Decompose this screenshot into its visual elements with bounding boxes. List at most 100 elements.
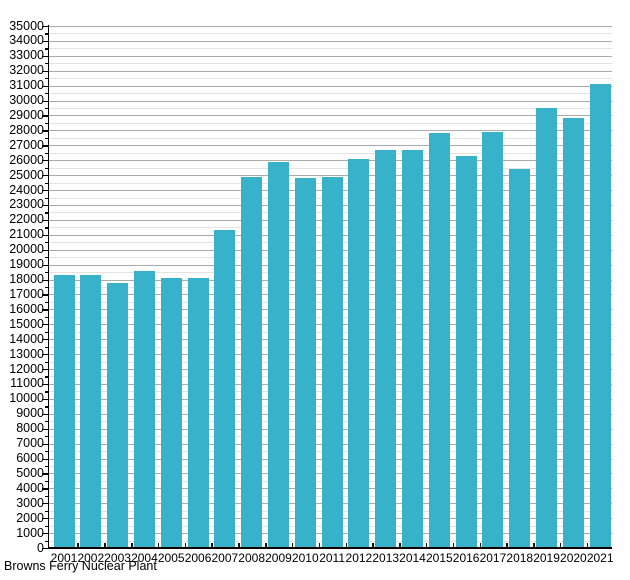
y-axis-major-tick bbox=[42, 443, 49, 445]
x-axis-tick bbox=[452, 543, 455, 548]
x-tick-label: 2008 bbox=[238, 551, 266, 565]
y-axis-major-tick bbox=[42, 339, 49, 341]
x-tick-label: 2010 bbox=[291, 551, 319, 565]
y-axis-line bbox=[47, 25, 50, 549]
y-tick-label: 12000 bbox=[9, 361, 44, 376]
y-axis-major-tick bbox=[42, 160, 49, 162]
bar-2006 bbox=[187, 278, 209, 548]
bar-2011 bbox=[321, 176, 343, 548]
x-axis-tick bbox=[425, 543, 428, 548]
gridline-major bbox=[49, 145, 612, 147]
y-axis-minor-tick bbox=[45, 93, 49, 95]
y-tick-label: 15000 bbox=[9, 316, 44, 331]
x-axis-tick bbox=[318, 543, 321, 548]
y-tick-label: 28000 bbox=[9, 122, 44, 137]
y-tick-label: 4000 bbox=[16, 480, 44, 495]
x-tick-label: 2015 bbox=[425, 551, 453, 565]
bar-2009 bbox=[267, 161, 289, 548]
bar-2015 bbox=[428, 133, 450, 548]
y-tick-label: 16000 bbox=[9, 301, 44, 316]
y-axis-minor-tick bbox=[45, 301, 49, 304]
y-axis-major-tick bbox=[42, 518, 49, 520]
plot-area bbox=[49, 26, 612, 548]
y-axis-minor-tick bbox=[45, 451, 49, 453]
gridline-major bbox=[49, 100, 612, 102]
y-tick-label: 18000 bbox=[9, 272, 44, 287]
x-axis-tick bbox=[265, 543, 267, 548]
x-axis-tick bbox=[533, 543, 535, 548]
y-tick-label: 22000 bbox=[9, 212, 44, 227]
y-axis-minor-tick bbox=[45, 257, 49, 259]
x-axis-tick bbox=[479, 543, 482, 548]
x-axis-tick bbox=[291, 543, 294, 548]
y-axis-major-tick bbox=[42, 294, 49, 296]
y-tick-label: 33000 bbox=[9, 48, 44, 63]
gridline-minor bbox=[49, 108, 612, 110]
y-axis-major-tick bbox=[42, 279, 49, 281]
bar-2018 bbox=[509, 169, 531, 548]
x-axis-tick bbox=[586, 543, 589, 548]
bar-2005 bbox=[160, 278, 182, 548]
bar-2021 bbox=[589, 84, 611, 548]
y-tick-label: 25000 bbox=[9, 167, 44, 182]
x-tick-label: 2007 bbox=[211, 551, 239, 565]
y-axis-minor-tick bbox=[45, 48, 49, 50]
y-axis-minor-tick bbox=[45, 137, 49, 140]
y-axis-major-tick bbox=[42, 264, 49, 266]
x-tick-label: 2005 bbox=[157, 551, 185, 565]
y-axis-minor-tick bbox=[45, 167, 49, 169]
y-tick-label: 3000 bbox=[16, 495, 44, 510]
y-axis-major-tick bbox=[42, 234, 49, 236]
x-tick-label: 2011 bbox=[319, 551, 345, 565]
y-axis-major-tick bbox=[42, 354, 49, 356]
y-tick-label: 35000 bbox=[9, 18, 44, 33]
x-axis-tick bbox=[238, 543, 240, 548]
y-tick-label: 1000 bbox=[16, 525, 44, 540]
x-axis-tick bbox=[559, 543, 562, 548]
x-axis-tick bbox=[104, 543, 106, 548]
y-tick-label: 10000 bbox=[9, 391, 44, 406]
x-axis-tick bbox=[345, 543, 347, 548]
gridline-minor bbox=[49, 152, 612, 154]
y-axis-minor-tick bbox=[45, 540, 49, 542]
x-axis-line bbox=[47, 547, 612, 549]
y-axis-major-tick bbox=[42, 458, 49, 460]
x-tick-label: 2016 bbox=[452, 551, 480, 565]
y-axis-minor-tick bbox=[45, 391, 49, 393]
y-tick-label: 29000 bbox=[9, 107, 44, 122]
y-axis-major-tick bbox=[42, 324, 49, 326]
y-axis-major-tick bbox=[42, 145, 49, 147]
gridline-major bbox=[49, 115, 612, 117]
y-axis-minor-tick bbox=[45, 63, 49, 65]
y-tick-label: 27000 bbox=[9, 137, 44, 152]
x-tick-label: 2019 bbox=[533, 551, 560, 565]
y-axis-major-tick bbox=[42, 413, 49, 415]
y-tick-label: 23000 bbox=[9, 197, 44, 212]
y-axis-minor-tick bbox=[45, 272, 49, 274]
y-tick-label: 9000 bbox=[16, 406, 44, 421]
y-axis-minor-tick bbox=[45, 212, 49, 214]
y-axis-major-tick bbox=[42, 204, 49, 207]
bar-2019 bbox=[536, 108, 558, 548]
bar-2001 bbox=[53, 275, 75, 548]
y-axis-major-tick bbox=[42, 115, 49, 117]
y-axis-major-tick bbox=[42, 548, 49, 550]
x-axis-tick bbox=[399, 543, 401, 548]
y-axis-minor-tick bbox=[45, 33, 49, 35]
y-axis-minor-tick bbox=[45, 78, 49, 80]
y-axis-minor-tick bbox=[45, 331, 49, 333]
y-tick-label: 34000 bbox=[9, 33, 44, 48]
x-tick-label: 2020 bbox=[560, 551, 587, 565]
gridline-major bbox=[49, 175, 612, 177]
y-axis-major-tick bbox=[42, 40, 49, 43]
bar-2013 bbox=[375, 149, 397, 548]
y-axis-major-tick bbox=[42, 26, 49, 28]
y-axis-major-tick bbox=[42, 100, 49, 102]
y-tick-label: 24000 bbox=[9, 182, 44, 197]
x-tick-label: 2003 bbox=[104, 551, 131, 565]
gridline-major bbox=[49, 130, 612, 132]
gridline-major bbox=[49, 55, 612, 57]
chart-caption: Browns Ferry Nuclear Plant bbox=[4, 559, 157, 573]
y-axis-major-tick bbox=[42, 473, 49, 475]
gridline-major bbox=[49, 40, 612, 42]
